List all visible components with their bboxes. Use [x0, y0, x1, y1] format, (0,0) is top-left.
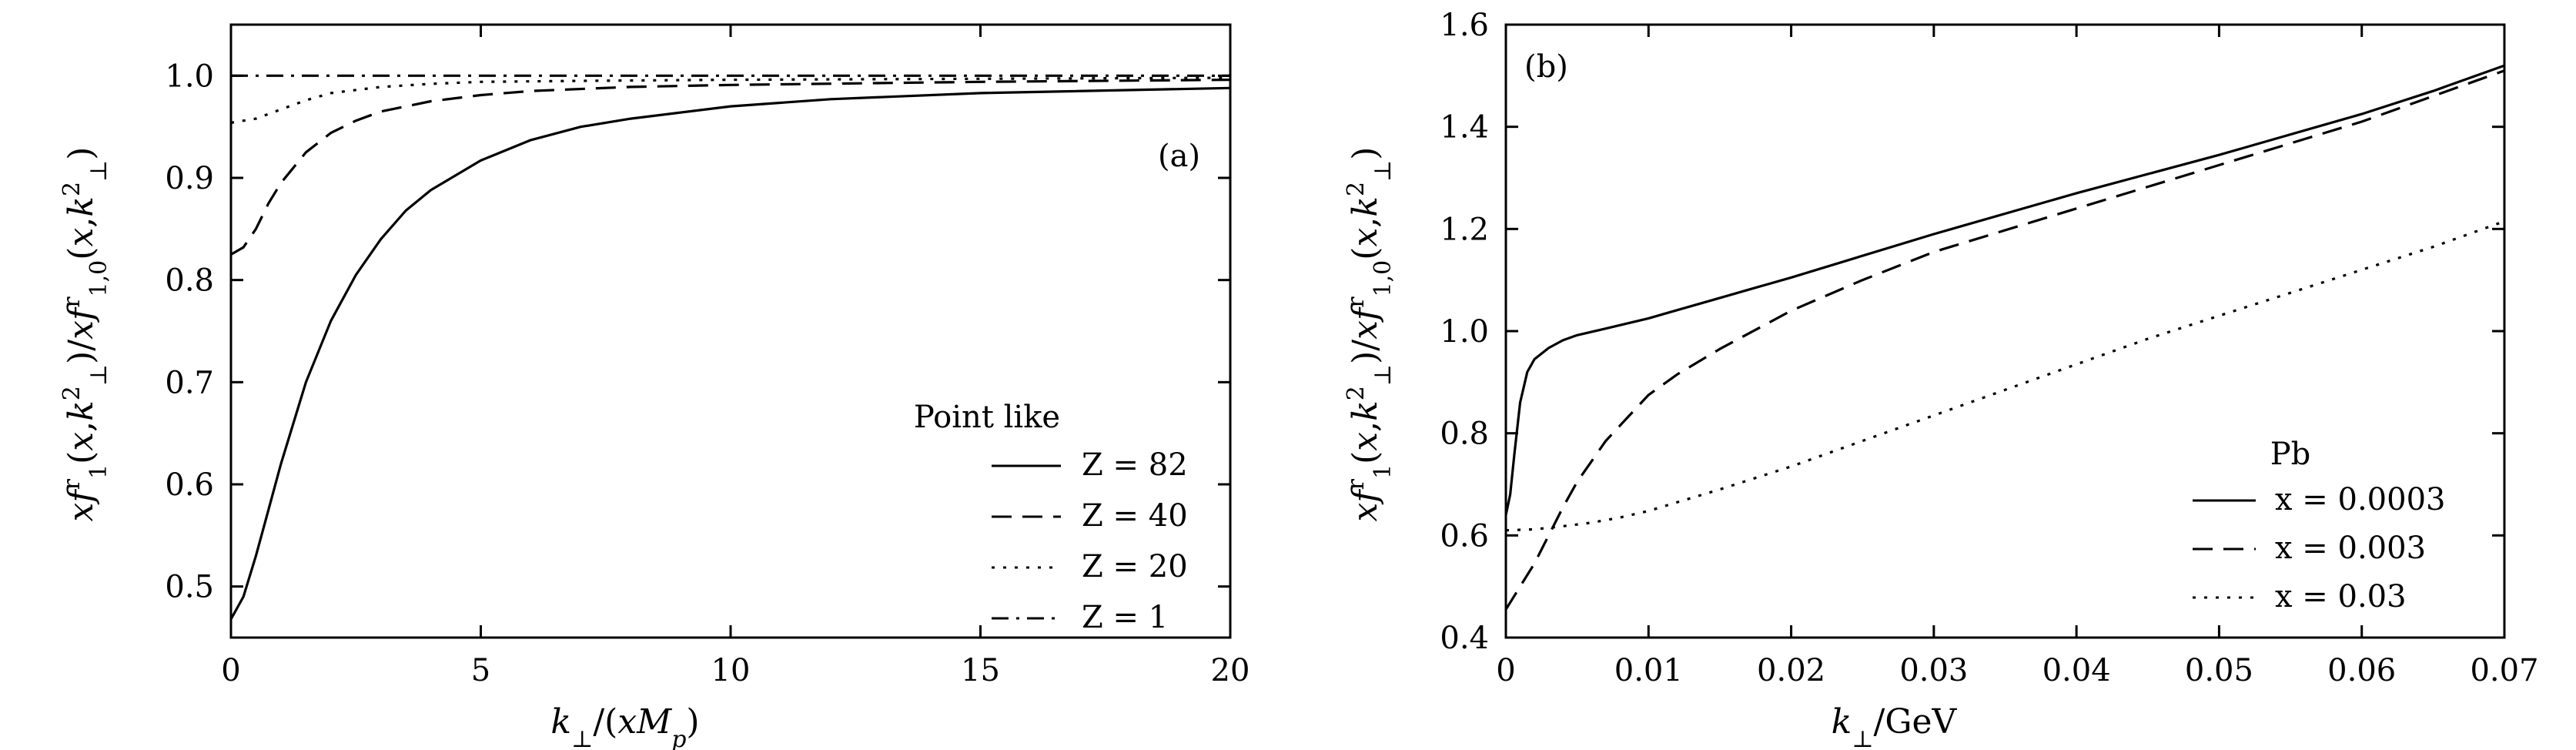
x-tick-label-b: 0.04 — [2042, 653, 2111, 688]
legend-label-a-1: Z = 82 — [1082, 447, 1188, 483]
x-tick-label-b: 0.07 — [2470, 653, 2538, 688]
legend-label-b-2: x = 0.003 — [2275, 531, 2426, 566]
series-line-b-2 — [1504, 69, 2505, 611]
series-line-a-3 — [230, 76, 1231, 124]
x-tick-label-b: 0.02 — [1757, 653, 1825, 688]
y-tick-label-a: 0.5 — [165, 570, 214, 605]
series-line-b-1 — [1504, 64, 2505, 516]
y-axis-title-a: xfr1(x,k2⊥)/xfr1,0(x,k2⊥) — [59, 147, 112, 522]
x-tick-label-b: 0.05 — [2185, 653, 2253, 688]
y-tick-label-b: 1.6 — [1440, 8, 1489, 43]
x-axis-title-a: k⊥/(xMp) — [550, 702, 699, 750]
y-tick-label-b: 1.0 — [1440, 314, 1489, 350]
y-tick-label-b: 1.2 — [1440, 212, 1489, 247]
y-tick-label-a: 0.8 — [165, 263, 214, 299]
x-tick-label-a: 15 — [961, 653, 1000, 688]
panel-a: xfr1(x,k2⊥)/xfr1,0(x,k2⊥) k⊥/(xMp) 0 5 10 1… — [59, 23, 1250, 750]
x-tick-label-a: 0 — [221, 653, 240, 688]
legend-label-b-3: x = 0.03 — [2275, 579, 2407, 614]
y-tick-label-a: 0.7 — [165, 365, 214, 400]
legend-label-a-3: Z = 20 — [1082, 549, 1188, 584]
y-tick-label-b: 0.4 — [1440, 621, 1489, 656]
series-line-a-1 — [229, 86, 1231, 620]
plot-frame-a — [229, 23, 1232, 639]
legend-label-a-4: Z = 1 — [1082, 600, 1168, 635]
x-tick-label-b: 0.01 — [1614, 653, 1683, 688]
x-tick-label-a: 10 — [711, 653, 751, 688]
legend-title-b: Pb — [2270, 437, 2311, 472]
panel-label-a: (a) — [1158, 139, 1200, 174]
panel-label-b: (b) — [1524, 49, 1568, 85]
y-tick-label-b: 0.6 — [1440, 518, 1489, 554]
y-tick-label-b: 1.4 — [1440, 110, 1489, 146]
panel-b: xfr1(x,k2⊥)/xfr1,0(x,k2⊥) k⊥/GeV 0 0.01 0.… — [1343, 8, 2539, 750]
series-line-b-3 — [1505, 219, 2505, 532]
legend-title-a: Point like — [914, 400, 1060, 435]
y-axis-title-b: xfr1(x,k2⊥)/xfr1,0(x,k2⊥) — [1343, 147, 1397, 522]
x-tick-label-a: 5 — [471, 653, 490, 688]
legend-label-b-1: x = 0.0003 — [2275, 482, 2445, 517]
series-line-a-2 — [230, 79, 1231, 256]
y-tick-label-a: 1.0 — [165, 59, 214, 94]
y-tick-label-a: 0.9 — [165, 161, 214, 196]
legend-label-a-2: Z = 40 — [1082, 498, 1188, 534]
y-tick-label-b: 0.8 — [1440, 417, 1489, 452]
x-tick-label-a: 20 — [1211, 653, 1250, 688]
x-tick-label-b: 0.06 — [2327, 653, 2396, 688]
x-tick-label-b: 0 — [1496, 653, 1515, 688]
y-tick-label-a: 0.6 — [165, 467, 214, 503]
x-tick-label-b: 0.03 — [1899, 653, 1968, 688]
x-axis-title-b: k⊥/GeV — [1832, 702, 1958, 750]
